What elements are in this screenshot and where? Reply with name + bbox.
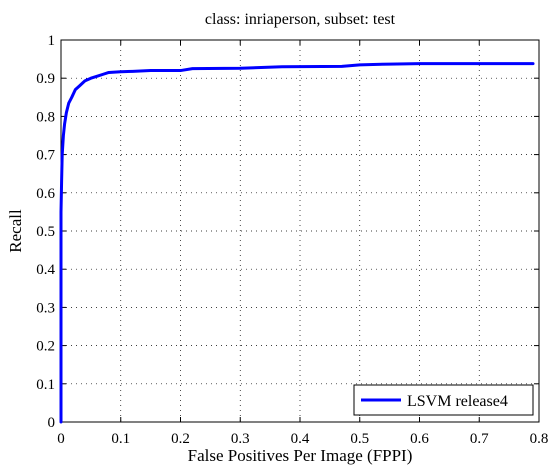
legend-label-lsvm: LSVM release4	[407, 393, 508, 410]
x-tick-label: 0	[57, 431, 65, 447]
series-layer	[59, 62, 535, 424]
y-tick-label: 0.6	[36, 186, 55, 202]
y-tick-label: 0.4	[36, 262, 55, 278]
y-tick-label: 0.7	[36, 148, 55, 164]
y-tick-label: 0.8	[36, 109, 55, 125]
chart-title: class: inriaperson, subset: test	[205, 11, 396, 28]
axis-ticks	[60, 39, 540, 423]
series-line-lsvm-release4	[59, 62, 535, 424]
x-tick-label: 0.6	[410, 431, 429, 447]
y-tick-labels: 0 0.1 0.2 0.3 0.4 0.5 0.6 0.7 0.8 0.9 1	[36, 33, 55, 431]
x-tick-label: 0.4	[291, 431, 310, 447]
y-tick-label: 0.2	[36, 339, 55, 355]
y-axis-title: Recall	[6, 209, 25, 253]
y-tick-label: 0.3	[36, 300, 55, 316]
x-tick-label: 0.3	[231, 431, 250, 447]
x-tick-label: 0.7	[470, 431, 489, 447]
y-tick-label: 1	[48, 33, 56, 49]
x-tick-labels: 0 0.1 0.2 0.3 0.4 0.5 0.6 0.7 0.8	[57, 431, 548, 447]
y-tick-label: 0.9	[36, 71, 55, 87]
x-tick-label: 0.2	[171, 431, 190, 447]
x-axis-title: False Positives Per Image (FPPI)	[188, 446, 413, 465]
y-tick-label: 0	[48, 415, 56, 431]
legend: LSVM release4	[353, 384, 534, 416]
legend-box	[353, 384, 534, 416]
y-tick-label: 0.1	[36, 377, 55, 393]
x-tick-label: 0.1	[111, 431, 130, 447]
grid-lines	[61, 40, 539, 422]
x-tick-label: 0.5	[350, 431, 369, 447]
y-tick-label: 0.5	[36, 224, 55, 240]
x-tick-label: 0.8	[530, 431, 549, 447]
